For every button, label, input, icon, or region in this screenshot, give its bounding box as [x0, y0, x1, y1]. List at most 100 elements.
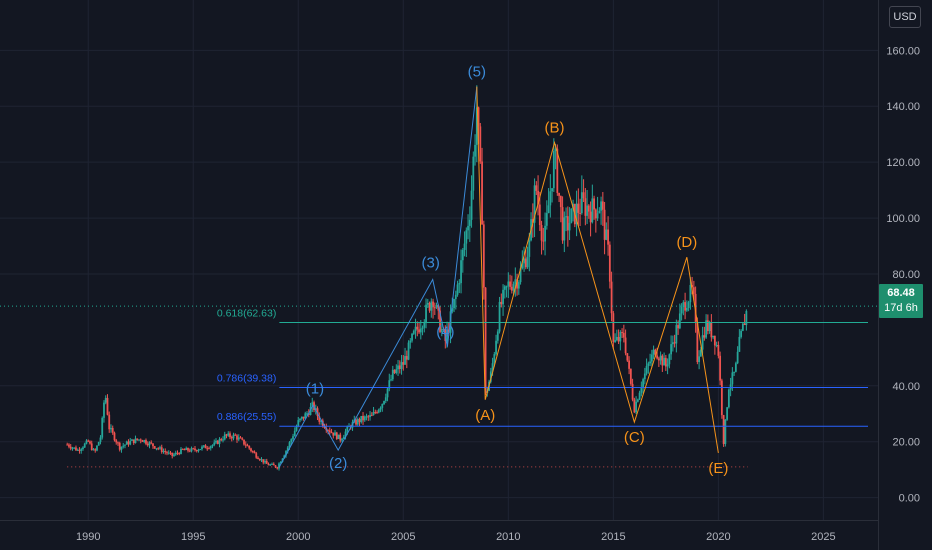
candle-body [309, 406, 312, 415]
candle-body [475, 107, 478, 145]
time-tick-label: 2000 [286, 531, 310, 543]
candle-body [570, 208, 573, 223]
candle-body [577, 203, 580, 213]
candle-body [458, 283, 461, 285]
candle-body [248, 445, 251, 449]
candle-body [73, 447, 76, 449]
candle-body [327, 430, 329, 432]
candle-body [580, 192, 583, 214]
candle-body [395, 369, 398, 373]
candle-body [691, 285, 694, 288]
candle-body [213, 442, 216, 446]
candle-body [540, 225, 543, 241]
candle-body [146, 443, 149, 446]
candle-body [118, 442, 121, 450]
candle-body [237, 437, 240, 440]
candle-body [174, 452, 177, 455]
candle-body [211, 445, 214, 447]
candle-body [472, 156, 475, 191]
candle-body [89, 441, 91, 444]
candle-body [736, 351, 739, 364]
candle-body [164, 451, 167, 453]
candle-body [645, 365, 648, 374]
candle-body [206, 448, 209, 450]
candle-body [75, 447, 77, 451]
candle-body [202, 445, 205, 447]
candle-body [516, 279, 518, 289]
candle-body [727, 389, 730, 408]
candle-body [131, 439, 133, 441]
candle-body [544, 225, 546, 242]
wave-label: (E) [708, 460, 728, 477]
candle-body [638, 392, 641, 400]
time-axis-separator [0, 520, 878, 521]
candle-body [698, 356, 701, 363]
candle-body [612, 313, 615, 342]
currency-button[interactable]: USD [889, 6, 921, 28]
candle-body [376, 412, 378, 414]
candle-body [134, 438, 137, 444]
candle-body [554, 148, 557, 152]
time-tick-label: 2005 [391, 531, 415, 543]
price-axis[interactable]: 160.00 140.00 120.00 100.00 80.00 40.00 20.00 0… [886, 45, 920, 504]
candle-body [355, 419, 357, 425]
candle-body [272, 463, 275, 466]
candle-body [204, 445, 207, 449]
candle-body [643, 373, 646, 380]
candle-body [390, 379, 392, 381]
candle-body [127, 441, 130, 445]
candle-body [328, 430, 331, 433]
candle-body [239, 437, 242, 439]
candle-body [640, 387, 643, 393]
candle-body [297, 420, 300, 427]
candle-body [299, 418, 301, 421]
candle-body [223, 434, 226, 440]
fib-levels: 0.618(62.63) 0.786(39.38) 0.886(25.55) [217, 308, 868, 427]
candle-body [190, 448, 193, 452]
candle-body [579, 212, 581, 214]
candle-body [677, 325, 680, 329]
candle-body [187, 448, 189, 451]
candle-body [512, 284, 515, 291]
candle-body [269, 464, 272, 466]
candle-body [523, 258, 525, 264]
candle-body [178, 453, 181, 455]
candle-body [692, 287, 695, 294]
candle-body [80, 449, 83, 451]
candle-body [216, 440, 219, 444]
candle-body [559, 195, 562, 208]
candle-body [150, 442, 153, 444]
candle-body [558, 192, 560, 196]
candle-body [363, 416, 366, 421]
candle-body [468, 219, 471, 226]
wave-label: (B) [545, 120, 565, 137]
candle-body [549, 191, 552, 206]
candle-body [600, 201, 602, 211]
time-axis[interactable]: 1990 1995 2000 2005 2010 2015 2020 2025 [76, 531, 836, 543]
candle-body [666, 364, 669, 367]
candle-body [404, 356, 406, 365]
candle-body [374, 411, 377, 413]
candle-body [409, 340, 412, 343]
candle-body [491, 363, 494, 372]
candle-body [619, 332, 622, 342]
candle-body [526, 256, 529, 268]
candle-body [139, 439, 142, 441]
candle-body [484, 287, 487, 394]
candle-body [663, 357, 666, 366]
candle-body [689, 285, 692, 303]
candle-body [290, 439, 293, 443]
candle-body [743, 323, 746, 326]
candle-body [155, 448, 158, 450]
candle-body [650, 354, 653, 362]
candle-body [715, 345, 718, 347]
candle-body [288, 442, 291, 448]
candle-body [215, 440, 217, 443]
candle-body [68, 444, 70, 447]
candle-body [113, 432, 116, 441]
candle-body [106, 397, 109, 415]
price-tick-label: 0.00 [899, 493, 920, 505]
candle-body [120, 446, 123, 450]
price-tick-label: 100.00 [886, 213, 920, 225]
